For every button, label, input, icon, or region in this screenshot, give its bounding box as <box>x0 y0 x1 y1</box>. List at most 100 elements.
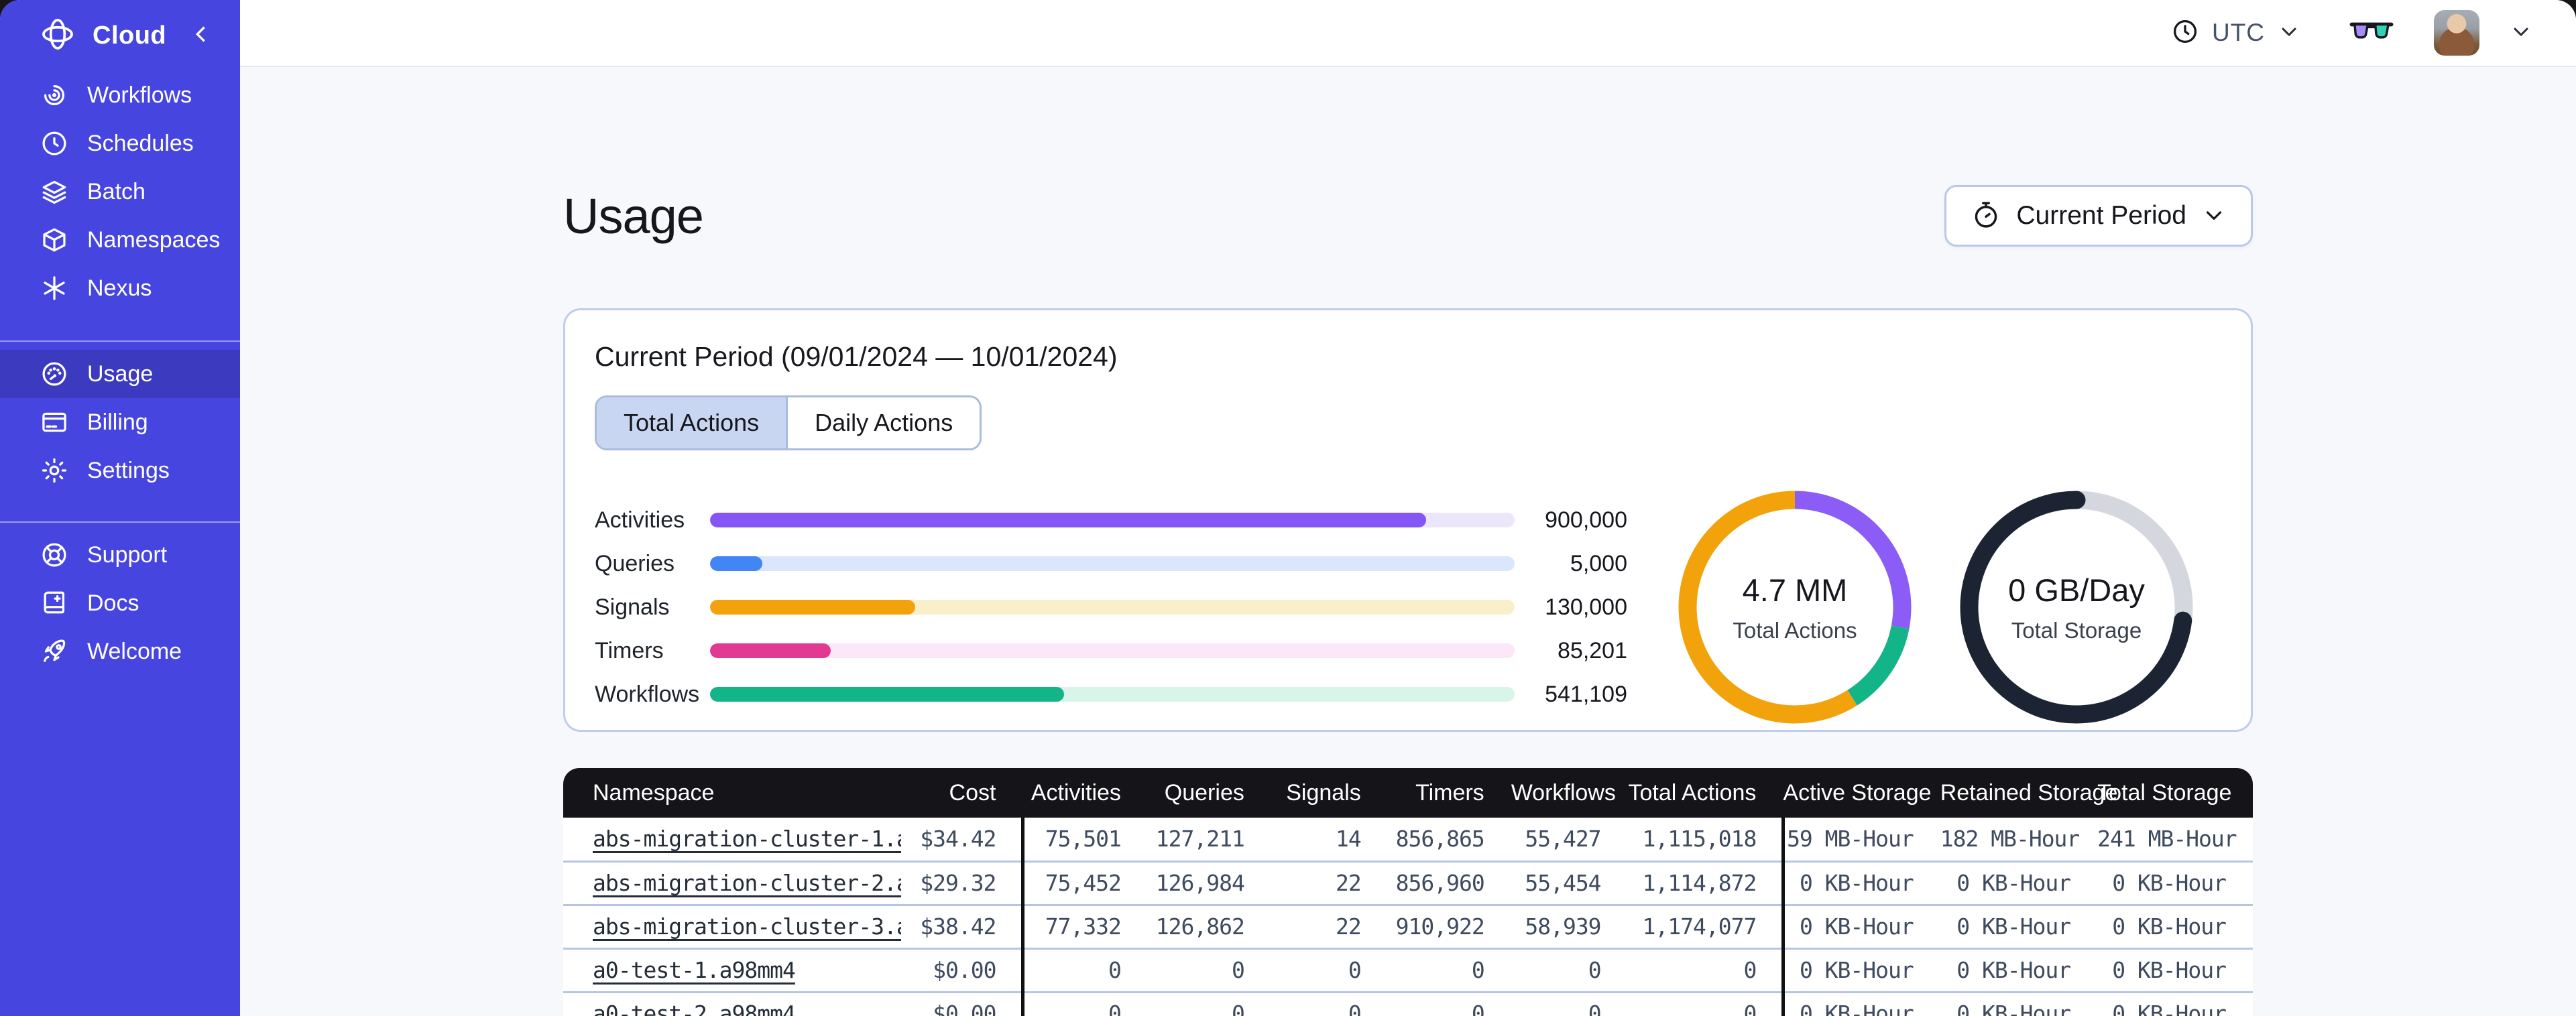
value-cell: 0 KB-Hour <box>1940 860 2098 905</box>
settings-icon <box>39 455 70 486</box>
value-cell: 0 KB-Hour <box>2097 947 2253 993</box>
sidebar-item-usage[interactable]: Usage <box>0 350 240 398</box>
value-cell: 0 KB-Hour <box>1940 903 2098 949</box>
value-cell: 0 <box>1271 947 1388 993</box>
namespace-cell: abs-migration-cluster-3.a98mm4 <box>563 903 901 949</box>
value-cell: 55,427 <box>1511 818 1628 862</box>
sidebar-item-batch[interactable]: Batch <box>0 168 240 216</box>
value-cell: $38.42 <box>901 903 1023 949</box>
sidebar-item-label: Billing <box>87 409 148 435</box>
bar-value: 5,000 <box>1570 550 1627 576</box>
column-header: Namespace <box>563 768 901 818</box>
user-avatar[interactable] <box>2434 10 2479 56</box>
sidebar-item-label: Nexus <box>87 275 152 301</box>
value-cell: $0.00 <box>901 991 1023 1016</box>
column-header: Total Storage <box>2097 768 2253 818</box>
value-cell: 0 KB-Hour <box>1940 947 2098 993</box>
tab-daily-actions[interactable]: Daily Actions <box>786 397 980 449</box>
donut-value: 4.7 MM <box>1742 572 1848 608</box>
value-cell: $29.32 <box>901 860 1023 905</box>
sidebar-item-namespaces[interactable]: Namespaces <box>0 216 240 264</box>
sidebar: Cloud Workflows Schedules Batch Namespaces N… <box>0 0 240 1016</box>
value-cell: 22 <box>1271 860 1388 905</box>
bar-row-timers: Timers 85,201 <box>595 629 1627 673</box>
sidebar-item-workflows[interactable]: Workflows <box>0 71 240 119</box>
bar-fill <box>710 513 1426 528</box>
nexus-icon <box>39 273 70 304</box>
sidebar-item-label: Workflows <box>87 82 192 108</box>
value-cell: 0 <box>1022 991 1148 1016</box>
page-title: Usage <box>563 188 704 244</box>
sidebar-item-label: Welcome <box>87 638 182 664</box>
billing-icon <box>39 407 70 438</box>
value-cell: 0 KB-Hour <box>1783 903 1940 949</box>
namespace-link[interactable]: abs-migration-cluster-1.a98mm4 <box>593 826 901 852</box>
summary-donuts: 4.7 MM Total Actions 0 GB/Day Total Storag… <box>1676 488 2196 726</box>
value-cell: 0 KB-Hour <box>2097 860 2253 905</box>
value-cell: 77,332 <box>1022 903 1148 949</box>
namespace-link[interactable]: abs-migration-cluster-2.a98mm4 <box>593 870 901 897</box>
glasses-icon <box>2349 19 2394 46</box>
bar-track <box>710 513 1515 528</box>
schedules-icon <box>39 128 70 159</box>
table-group-divider <box>1781 818 1785 1016</box>
clock-icon <box>2170 17 2200 50</box>
table-row: abs-migration-cluster-3.a98mm4$38.4277,3… <box>563 903 2253 949</box>
docs-icon <box>39 588 70 619</box>
value-cell: 0 KB-Hour <box>2097 903 2253 949</box>
value-cell: 856,865 <box>1387 818 1511 862</box>
donut-ring <box>1960 491 2193 724</box>
namespace-cell: abs-migration-cluster-1.a98mm4 <box>563 818 901 862</box>
sidebar-item-support[interactable]: Support <box>0 531 240 579</box>
total-actions-donut: 4.7 MM Total Actions <box>1676 488 1914 726</box>
sidebar-divider <box>0 340 240 342</box>
table-row: a0-test-2.a98mm4 $0.00 0 0 0 0 0 0 0 KB-Hour 0 KB… <box>563 991 2253 1016</box>
bar-value: 900,000 <box>1545 507 1627 533</box>
sidebar-item-nexus[interactable]: Nexus <box>0 264 240 312</box>
value-cell: 75,501 <box>1022 818 1148 862</box>
period-selector-button[interactable]: Current Period <box>1944 185 2253 247</box>
column-header: Queries <box>1147 768 1271 818</box>
value-cell: $34.42 <box>901 818 1023 862</box>
sidebar-item-docs[interactable]: Docs <box>0 579 240 627</box>
sidebar-collapse-icon[interactable] <box>188 21 215 51</box>
bar-row-signals: Signals 130,000 <box>595 586 1627 629</box>
column-header: Cost <box>901 768 1023 818</box>
value-cell: 0 <box>1147 947 1271 993</box>
donut-center-label: 0 GB/Day Total Storage <box>1957 488 2196 726</box>
namespace-link[interactable]: a0-test-2.a98mm4 <box>593 1001 796 1016</box>
value-cell: 0 <box>1147 991 1271 1016</box>
main-content: Usage Current Period Current Period (09/… <box>240 67 2576 1016</box>
bar-value: 541,109 <box>1545 681 1627 707</box>
donut-sublabel: Total Storage <box>2011 617 2142 643</box>
value-cell: 127,211 <box>1147 818 1271 862</box>
value-cell: 1,115,018 <box>1627 818 1783 862</box>
table-row: a0-test-1.a98mm4 $0.00 0 0 0 0 0 0 0 KB-Hour 0 KB… <box>563 947 2253 993</box>
brand-label: Cloud <box>93 21 167 50</box>
sidebar-item-label: Settings <box>87 457 170 483</box>
bar-label: Queries <box>595 550 675 576</box>
topbar: UTC <box>240 0 2576 67</box>
timezone-label: UTC <box>2211 19 2265 46</box>
bar-track <box>710 600 1515 615</box>
sidebar-brand[interactable]: Cloud <box>0 0 240 71</box>
sidebar-item-billing[interactable]: Billing <box>0 398 240 446</box>
value-cell: 0 <box>1627 991 1783 1016</box>
period-selector-label: Current Period <box>2016 201 2186 231</box>
chevron-down-icon <box>2201 202 2227 230</box>
bar-fill <box>710 600 915 615</box>
timezone-selector[interactable]: UTC <box>2170 17 2301 50</box>
namespaces-icon <box>39 225 70 255</box>
user-menu-chevron-icon[interactable] <box>2509 19 2533 47</box>
tab-total-actions[interactable]: Total Actions <box>597 397 786 449</box>
sidebar-item-settings[interactable]: Settings <box>0 446 240 495</box>
appearance-toggle-button[interactable] <box>2349 19 2394 46</box>
namespace-link[interactable]: a0-test-1.a98mm4 <box>593 957 796 984</box>
sidebar-item-welcome[interactable]: Welcome <box>0 627 240 676</box>
sidebar-item-label: Batch <box>87 178 145 204</box>
namespace-link[interactable]: abs-migration-cluster-3.a98mm4 <box>593 913 901 940</box>
column-header: Activities <box>1022 768 1148 818</box>
value-cell: 0 <box>1627 947 1783 993</box>
value-cell: 126,984 <box>1147 860 1271 905</box>
sidebar-item-schedules[interactable]: Schedules <box>0 119 240 168</box>
